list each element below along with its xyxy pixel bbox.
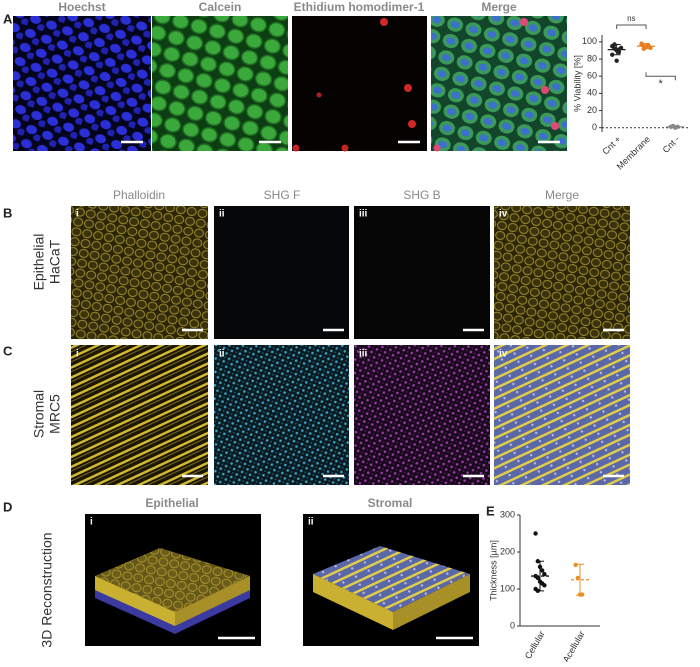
panel-index: iii (359, 209, 368, 220)
column-label: SHG F (264, 188, 301, 202)
column-label: SHG B (403, 188, 440, 202)
y-tick-label: 40 (587, 88, 597, 98)
y-tick-label: 60 (587, 71, 597, 81)
micrograph (152, 16, 288, 151)
panel-index: ii (219, 209, 225, 220)
x-tick-label: Cnt + (600, 134, 622, 156)
y-axis-label: % Viability [%] (572, 55, 582, 112)
column-label: Hoechst (58, 0, 105, 14)
data-point (614, 58, 619, 63)
micrograph (494, 345, 630, 485)
data-point (639, 41, 644, 46)
micrograph (71, 206, 208, 339)
bracket (616, 24, 647, 29)
panel-index: iii (359, 349, 368, 360)
y-axis-label: Thickness [µm] (488, 540, 498, 601)
panel-index: i (90, 517, 93, 528)
row-label: Epithelial (31, 234, 47, 291)
error-bar (671, 125, 680, 129)
y-tick-label: 0 (592, 122, 597, 132)
data-point (542, 583, 547, 588)
3d-render (303, 514, 479, 646)
error-bar (576, 563, 584, 596)
data-point (580, 592, 585, 597)
data-point (542, 572, 547, 577)
micrograph (214, 206, 349, 339)
data-point (610, 52, 615, 57)
micrograph (13, 16, 151, 151)
row-label: MRC5 (47, 394, 63, 434)
y-tick-label: 100 (582, 36, 597, 46)
column-label: Epithelial (145, 496, 198, 510)
micrograph (494, 206, 630, 339)
panel-letter: D (3, 499, 12, 514)
y-tick-label: 80 (587, 53, 597, 63)
panel-index: iv (499, 209, 508, 220)
panel-letter: B (3, 205, 12, 220)
y-tick-label: 100 (500, 583, 515, 593)
micrograph (214, 345, 349, 485)
panel-letter: E (486, 503, 495, 518)
y-tick-label: 20 (587, 105, 597, 115)
data-point (535, 575, 540, 581)
panel-index: i (76, 349, 79, 360)
row-label: 3D Reconstruction (39, 532, 55, 647)
data-point (540, 568, 545, 573)
error-bar (536, 560, 544, 592)
y-tick-label: 0 (510, 620, 515, 630)
micrograph (71, 345, 208, 485)
error-bar (642, 43, 650, 50)
data-point (533, 531, 538, 536)
micrograph (354, 206, 490, 339)
column-label: Merge (481, 0, 517, 14)
y-tick-label: 200 (500, 546, 515, 556)
column-label: Calcein (199, 0, 242, 14)
data-point (575, 575, 580, 581)
micrograph (292, 16, 427, 152)
x-tick-label: Cnt - (661, 134, 682, 155)
micrograph (431, 16, 567, 152)
y-tick-label: 300 (500, 509, 515, 519)
x-tick-label: Acellular (561, 629, 587, 662)
panel-letter: C (3, 343, 13, 358)
bracket (645, 72, 676, 81)
annotation: * (659, 78, 664, 90)
column-label: Merge (545, 188, 579, 202)
panel-letter: A (3, 11, 13, 26)
column-label: Phalloidin (113, 188, 165, 202)
error-bar (612, 43, 621, 56)
column-label: Stromal (368, 496, 413, 510)
panel-index: i (76, 209, 79, 220)
annotation: ns (627, 14, 635, 23)
data-point (573, 562, 578, 568)
panel-index: ii (219, 349, 225, 360)
row-label: Stromal (31, 390, 47, 438)
panel-index: ii (308, 517, 314, 528)
x-tick-label: Cellular (523, 629, 547, 660)
panel-index: iv (499, 349, 508, 360)
column-label: Ethidium homodimer-1 (294, 0, 425, 14)
row-label: HaCaT (47, 239, 63, 284)
3d-render (85, 514, 261, 646)
micrograph (354, 345, 490, 485)
